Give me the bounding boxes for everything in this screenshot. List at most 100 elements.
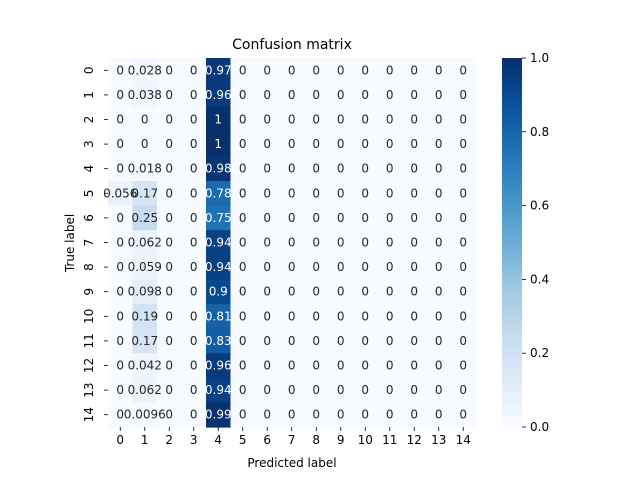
cell-value-label: 0 bbox=[435, 186, 443, 200]
heatmap-cell bbox=[377, 181, 403, 207]
heatmap-cell bbox=[451, 328, 477, 354]
cell-value-label: 0 bbox=[312, 236, 320, 250]
cell-value-label: 0 bbox=[337, 334, 345, 348]
heatmap-cell bbox=[255, 58, 281, 84]
heatmap-cell bbox=[230, 131, 256, 157]
heatmap-cell bbox=[451, 82, 477, 108]
y-tick-label: 0 bbox=[82, 66, 96, 74]
y-tick-label: 14 bbox=[82, 407, 96, 422]
cell-value-label: 0 bbox=[288, 186, 296, 200]
heatmap-cell bbox=[328, 181, 354, 207]
heatmap-cell bbox=[255, 377, 281, 403]
cell-value-label: 0 bbox=[288, 211, 296, 225]
heatmap-cell bbox=[255, 82, 281, 108]
cell-value-label: 0 bbox=[288, 137, 296, 151]
cell-value-label: 0 bbox=[386, 236, 394, 250]
cell-value-label: 0 bbox=[190, 162, 198, 176]
cell-value-label: 0 bbox=[410, 63, 418, 77]
x-tick-label: 7 bbox=[288, 433, 296, 447]
cell-value-label: 0 bbox=[337, 359, 345, 373]
cell-value-label: 0 bbox=[312, 285, 320, 299]
cell-value-label: 0 bbox=[263, 383, 271, 397]
heatmap-cell bbox=[426, 181, 452, 207]
heatmap-cell bbox=[426, 107, 452, 133]
cell-value-label: 0 bbox=[312, 186, 320, 200]
cell-value-label: 0 bbox=[263, 236, 271, 250]
heatmap-cell bbox=[230, 205, 256, 231]
heatmap-cell bbox=[328, 279, 354, 305]
heatmap-cell bbox=[402, 58, 428, 84]
heatmap-cell bbox=[304, 82, 330, 108]
cell-value-label: 0 bbox=[337, 137, 345, 151]
cell-value-label: 0 bbox=[239, 359, 247, 373]
cell-value-label: 0 bbox=[239, 186, 247, 200]
cell-value-label: 0 bbox=[435, 113, 443, 127]
heatmap-cell bbox=[353, 402, 379, 428]
cell-value-label: 0 bbox=[459, 359, 467, 373]
cell-value-label: 0.97 bbox=[205, 63, 232, 77]
heatmap-cell bbox=[132, 328, 158, 354]
heatmap-cell bbox=[279, 82, 305, 108]
heatmap-cell bbox=[377, 82, 403, 108]
cell-value-label: 0 bbox=[459, 309, 467, 323]
cell-value-label: 0 bbox=[239, 63, 247, 77]
cell-value-label: 0 bbox=[386, 186, 394, 200]
heatmap-cell bbox=[279, 156, 305, 182]
cell-value-label: 0 bbox=[239, 113, 247, 127]
cell-value-label: 0 bbox=[190, 113, 198, 127]
cell-value-label: 0 bbox=[263, 137, 271, 151]
cell-value-label: 0 bbox=[239, 383, 247, 397]
heatmap-cell bbox=[426, 279, 452, 305]
cell-value-label: 0 bbox=[288, 236, 296, 250]
heatmap-cell bbox=[426, 156, 452, 182]
heatmap-cell bbox=[132, 58, 158, 84]
cell-value-label: 0 bbox=[288, 63, 296, 77]
cell-value-label: 0 bbox=[263, 162, 271, 176]
cell-value-label: 0 bbox=[116, 236, 124, 250]
heatmap-cell bbox=[108, 82, 134, 108]
cell-value-label: 0 bbox=[361, 260, 369, 274]
heatmap-cell bbox=[402, 279, 428, 305]
heatmap-cell bbox=[206, 82, 232, 108]
cell-value-label: 0 bbox=[435, 63, 443, 77]
heatmap-cell bbox=[181, 254, 207, 280]
cell-value-label: 0 bbox=[263, 211, 271, 225]
heatmap-cell bbox=[206, 156, 232, 182]
cell-value-label: 0 bbox=[459, 334, 467, 348]
cell-value-label: 0 bbox=[435, 334, 443, 348]
cell-value-label: 0 bbox=[386, 309, 394, 323]
heatmap-cell bbox=[328, 107, 354, 133]
cell-value-label: 0 bbox=[288, 408, 296, 422]
cell-value-label: 0.062 bbox=[128, 236, 162, 250]
heatmap-cell bbox=[255, 353, 281, 379]
heatmap-cell bbox=[451, 377, 477, 403]
x-tick-label: 3 bbox=[190, 433, 198, 447]
cell-value-label: 0 bbox=[190, 88, 198, 102]
heatmap-cell bbox=[206, 205, 232, 231]
heatmap-cell bbox=[426, 131, 452, 157]
heatmap-cell bbox=[279, 279, 305, 305]
y-tick-label: 7 bbox=[82, 239, 96, 247]
heatmap-cell bbox=[181, 402, 207, 428]
cell-value-label: 0 bbox=[165, 334, 173, 348]
heatmap-cell bbox=[279, 107, 305, 133]
y-tick-label: 13 bbox=[82, 382, 96, 397]
heatmap-cell bbox=[451, 58, 477, 84]
y-tick-label: 2 bbox=[82, 116, 96, 124]
heatmap-cell bbox=[132, 402, 158, 428]
heatmap-cell bbox=[157, 131, 183, 157]
cell-value-label: 0 bbox=[165, 359, 173, 373]
cell-value-label: 0 bbox=[312, 334, 320, 348]
heatmap-cell bbox=[108, 156, 134, 182]
heatmap-cell bbox=[353, 131, 379, 157]
cell-value-label: 0 bbox=[410, 236, 418, 250]
heatmap-cell bbox=[230, 328, 256, 354]
y-tick-label: 3 bbox=[82, 140, 96, 148]
heatmap-cell bbox=[402, 402, 428, 428]
cell-value-label: 0.0096 bbox=[124, 408, 166, 422]
cell-value-label: 0 bbox=[459, 236, 467, 250]
cell-value-label: 0 bbox=[116, 359, 124, 373]
heatmap-cell bbox=[108, 181, 134, 207]
heatmap-cell bbox=[451, 156, 477, 182]
